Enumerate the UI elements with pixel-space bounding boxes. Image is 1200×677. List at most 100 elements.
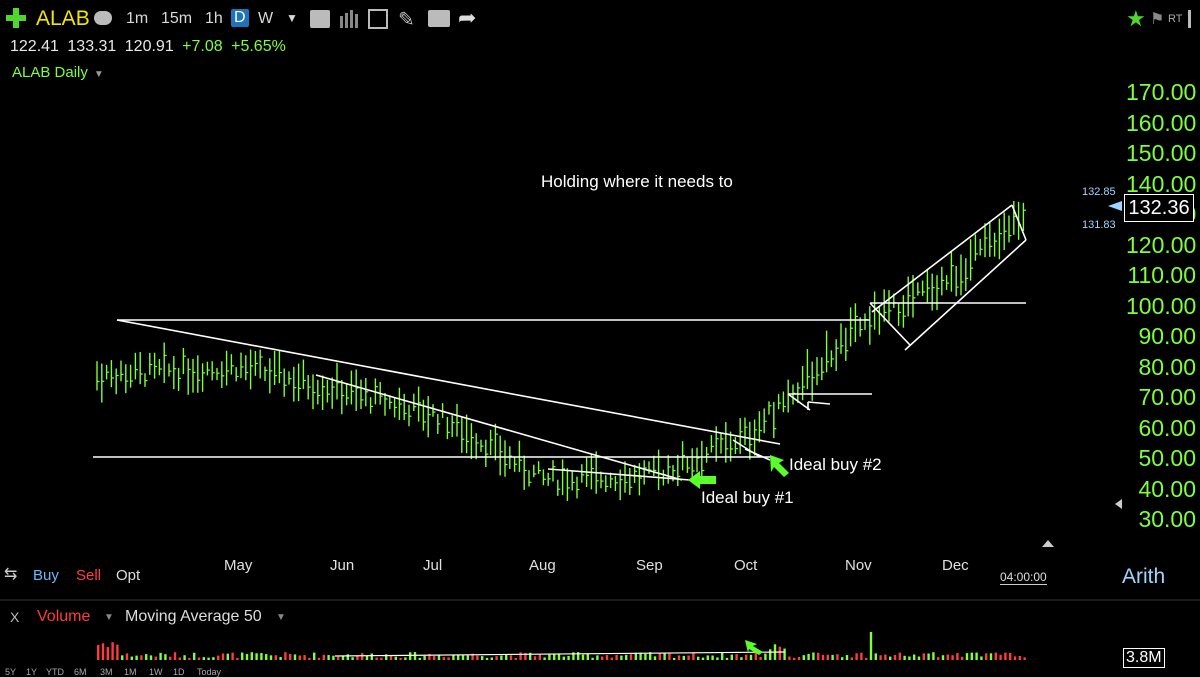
options-button[interactable]: Opt (116, 567, 141, 584)
volume-bar (519, 652, 522, 660)
volume-bar (269, 655, 273, 660)
x-tick-label: Aug (529, 557, 556, 574)
volume-bar (394, 656, 397, 660)
price-alert-icon[interactable] (1188, 10, 1191, 28)
symbol-label[interactable]: ALAB (36, 7, 90, 30)
quote-high: 133.31 (67, 38, 117, 55)
volume-bar (845, 655, 849, 660)
link-icon[interactable] (94, 11, 112, 25)
timeframe-1h[interactable]: 1h (205, 10, 223, 27)
scale-mode-label[interactable]: Arith (1122, 565, 1166, 588)
volume-bar (903, 655, 906, 660)
volume-bar (337, 656, 340, 660)
volume-bar (428, 653, 431, 660)
volume-bar (898, 652, 901, 660)
volume-bar (841, 657, 844, 660)
volume-bar (649, 652, 652, 660)
volume-bar (850, 657, 853, 660)
volume-bar (946, 654, 949, 660)
volume-bar (879, 655, 882, 660)
period-6m[interactable]: 6M (74, 667, 87, 677)
volume-bar (567, 655, 570, 660)
volume-bar (255, 653, 258, 660)
volume-bar (961, 656, 964, 660)
period-1w[interactable]: 1W (149, 667, 163, 677)
volume-bar (341, 656, 345, 660)
period-1d[interactable]: 1D (173, 667, 185, 677)
volume-bar (322, 654, 325, 660)
volume-bar (956, 653, 959, 660)
volume-bar (121, 655, 124, 660)
volume-bar (212, 657, 215, 660)
share-icon[interactable]: ➦ (458, 5, 477, 30)
volume-bar (471, 653, 474, 660)
volume-dropdown-icon[interactable]: ▼ (104, 612, 114, 623)
trendlines (93, 204, 1027, 481)
volume-bar (505, 654, 508, 660)
rt-label: RT (1168, 13, 1183, 25)
period-3m[interactable]: 3M (100, 667, 113, 677)
timeframe-d[interactable]: D (231, 9, 249, 27)
sell-button[interactable]: Sell (76, 567, 102, 584)
timeframe-1m[interactable]: 1m (126, 10, 149, 27)
flag-icon[interactable]: ⚑ (1150, 11, 1165, 28)
period-5y[interactable]: 5Y (5, 667, 17, 677)
quote-line: 122.41 133.31 120.91 +7.08 +5.65% (10, 38, 286, 56)
chart-type-icon[interactable] (310, 10, 330, 28)
x-tick-label: May (224, 557, 253, 574)
volume-bar (217, 655, 220, 660)
bar-style-icon[interactable] (340, 10, 358, 28)
volume-bar (826, 654, 829, 660)
volume-bar (855, 653, 858, 660)
timeframe-w[interactable]: W (258, 10, 274, 27)
scroll-left-icon[interactable]: ⇆ (4, 566, 18, 583)
draw-pencil-icon[interactable]: ✎ (398, 9, 415, 31)
layout-icon[interactable] (428, 10, 450, 27)
volume-bar (332, 655, 335, 660)
period-1m[interactable]: 1M (124, 667, 137, 677)
volume-bar (985, 653, 988, 660)
volume-bar (553, 653, 556, 660)
timeframe-dropdown-icon[interactable]: ▼ (286, 11, 298, 25)
period-today[interactable]: Today (197, 667, 222, 677)
volume-bar (802, 655, 805, 660)
chevron-down-icon[interactable]: ▼ (93, 69, 104, 80)
time-label: 04:00:00 (1000, 570, 1047, 585)
volume-bar (562, 656, 565, 660)
period-ytd[interactable]: YTD (46, 667, 64, 677)
y-tick-label: 120.00 (1126, 231, 1197, 258)
volume-bar (677, 655, 681, 660)
period-1y[interactable]: 1Y (26, 667, 38, 677)
indicators-icon[interactable] (368, 9, 388, 29)
quote-change-pct: +5.65% (231, 38, 286, 55)
y-tick-label: 100.00 (1126, 292, 1197, 319)
indicator-dropdown-icon[interactable]: ▼ (276, 612, 286, 623)
ohlc-bars (96, 200, 1026, 501)
volume-bar (495, 656, 498, 660)
buy-button[interactable]: Buy (33, 567, 59, 584)
volume-bar (399, 657, 402, 660)
favorite-star-icon[interactable]: ★ (1126, 6, 1146, 31)
volume-bar (231, 652, 234, 660)
y-tick-label: 70.00 (1138, 384, 1196, 410)
timeframe-15m[interactable]: 15m (161, 10, 193, 27)
volume-bar (533, 656, 537, 660)
volume-bar (418, 657, 421, 660)
volume-bar (749, 654, 753, 660)
volume-bar (951, 655, 954, 660)
add-symbol-icon[interactable] (6, 8, 26, 28)
flag-line-bottom (744, 448, 771, 461)
volume-label[interactable]: Volume (37, 608, 91, 625)
volume-bar (485, 657, 489, 660)
volume-bar (351, 657, 354, 660)
chart-title[interactable]: ALAB Daily ▼ (12, 64, 104, 81)
volume-close-button[interactable]: X (10, 609, 20, 625)
volume-bar (457, 655, 460, 660)
y-tick-label: 150.00 (1126, 140, 1197, 166)
volume-bar (452, 654, 455, 660)
volume-bar (509, 655, 513, 660)
volume-bar (1004, 652, 1007, 660)
indicator-label[interactable]: Moving Average 50 (125, 608, 262, 625)
volume-bar (673, 657, 676, 660)
